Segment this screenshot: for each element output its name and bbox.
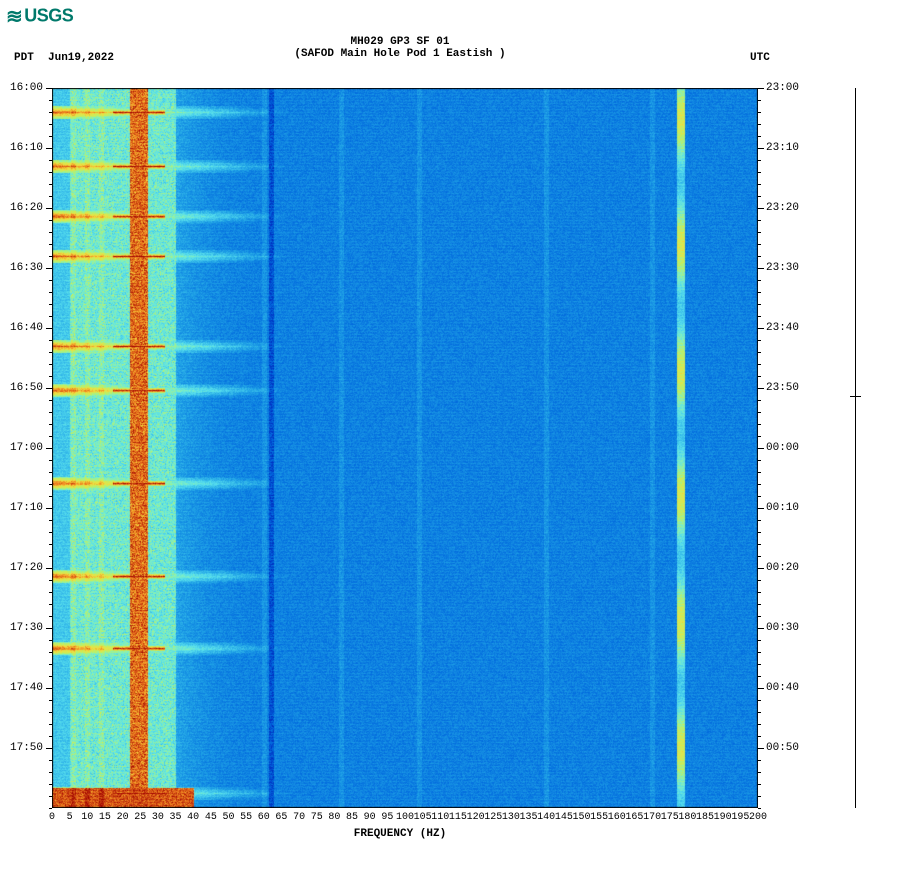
y-left-tick-label: 17:30 xyxy=(10,622,43,634)
x-tick-label: 200 xyxy=(749,812,767,823)
y-left-tick-label: 17:40 xyxy=(10,682,43,694)
y-left-tick-label: 16:10 xyxy=(10,142,43,154)
usgs-logo: ≋USGS xyxy=(6,4,73,29)
x-tick-label: 140 xyxy=(537,812,555,823)
x-tick-label: 110 xyxy=(431,812,449,823)
y-right-tick-label: 00:30 xyxy=(766,622,799,634)
x-tick-label: 115 xyxy=(449,812,467,823)
x-tick-label: 0 xyxy=(49,812,55,823)
date-label: Jun19,2022 xyxy=(48,52,114,64)
x-tick-label: 65 xyxy=(275,812,287,823)
title-line-1: MH029 GP3 SF 01 xyxy=(0,36,800,48)
x-tick-label: 130 xyxy=(502,812,520,823)
x-tick-label: 185 xyxy=(696,812,714,823)
spectrogram-canvas xyxy=(52,88,758,808)
x-tick-label: 170 xyxy=(643,812,661,823)
x-tick-label: 75 xyxy=(311,812,323,823)
y-right-tick-label: 23:10 xyxy=(766,142,799,154)
x-tick-label: 60 xyxy=(258,812,270,823)
y-right-tick-label: 00:00 xyxy=(766,442,799,454)
x-tick-label: 155 xyxy=(590,812,608,823)
x-tick-label: 10 xyxy=(81,812,93,823)
y-right-tick-label: 23:00 xyxy=(766,82,799,94)
y-right-tick-label: 00:20 xyxy=(766,562,799,574)
x-tick-label: 90 xyxy=(364,812,376,823)
title-line-2: (SAFOD Main Hole Pod 1 Eastish ) xyxy=(0,48,800,60)
x-tick-label: 40 xyxy=(187,812,199,823)
x-tick-label: 95 xyxy=(381,812,393,823)
x-tick-label: 30 xyxy=(152,812,164,823)
usgs-text: USGS xyxy=(24,5,73,25)
right-margin-tick xyxy=(850,396,861,397)
x-tick-label: 55 xyxy=(240,812,252,823)
x-tick-label: 5 xyxy=(67,812,73,823)
utc-label: UTC xyxy=(750,52,770,64)
y-left-tick-label: 17:50 xyxy=(10,742,43,754)
x-tick-label: 125 xyxy=(484,812,502,823)
x-axis-label: FREQUENCY (HZ) xyxy=(0,828,800,840)
x-tick-label: 175 xyxy=(661,812,679,823)
y-left-tick-label: 17:10 xyxy=(10,502,43,514)
x-tick-label: 160 xyxy=(608,812,626,823)
x-tick-label: 120 xyxy=(467,812,485,823)
x-tick-label: 45 xyxy=(205,812,217,823)
y-left-tick-label: 16:30 xyxy=(10,262,43,274)
x-tick-label: 190 xyxy=(714,812,732,823)
y-right-tick-label: 00:40 xyxy=(766,682,799,694)
usgs-wave-icon: ≋ xyxy=(6,4,22,29)
spectrogram-plot xyxy=(52,88,758,808)
x-tick-label: 50 xyxy=(222,812,234,823)
x-tick-label: 25 xyxy=(134,812,146,823)
y-left-tick-label: 17:00 xyxy=(10,442,43,454)
x-tick-label: 135 xyxy=(520,812,538,823)
y-right-tick-label: 23:20 xyxy=(766,202,799,214)
x-tick-label: 85 xyxy=(346,812,358,823)
x-tick-label: 80 xyxy=(328,812,340,823)
y-right-tick-label: 00:50 xyxy=(766,742,799,754)
x-tick-label: 70 xyxy=(293,812,305,823)
x-tick-label: 145 xyxy=(555,812,573,823)
x-tick-label: 150 xyxy=(572,812,590,823)
y-left-tick-label: 16:40 xyxy=(10,322,43,334)
right-margin-line xyxy=(855,88,856,808)
x-tick-label: 15 xyxy=(99,812,111,823)
x-tick-label: 105 xyxy=(414,812,432,823)
y-right-tick-label: 23:50 xyxy=(766,382,799,394)
pdt-label: PDT xyxy=(14,52,34,64)
x-tick-label: 165 xyxy=(625,812,643,823)
y-left-tick-label: 16:20 xyxy=(10,202,43,214)
plot-title: MH029 GP3 SF 01 (SAFOD Main Hole Pod 1 E… xyxy=(0,36,800,60)
x-tick-label: 180 xyxy=(678,812,696,823)
x-tick-label: 100 xyxy=(396,812,414,823)
y-right-tick-label: 23:40 xyxy=(766,322,799,334)
x-tick-label: 195 xyxy=(731,812,749,823)
y-left-tick-label: 17:20 xyxy=(10,562,43,574)
x-tick-label: 35 xyxy=(170,812,182,823)
y-right-tick-label: 00:10 xyxy=(766,502,799,514)
y-left-tick-label: 16:00 xyxy=(10,82,43,94)
y-left-tick-label: 16:50 xyxy=(10,382,43,394)
x-tick-label: 20 xyxy=(117,812,129,823)
y-right-tick-label: 23:30 xyxy=(766,262,799,274)
